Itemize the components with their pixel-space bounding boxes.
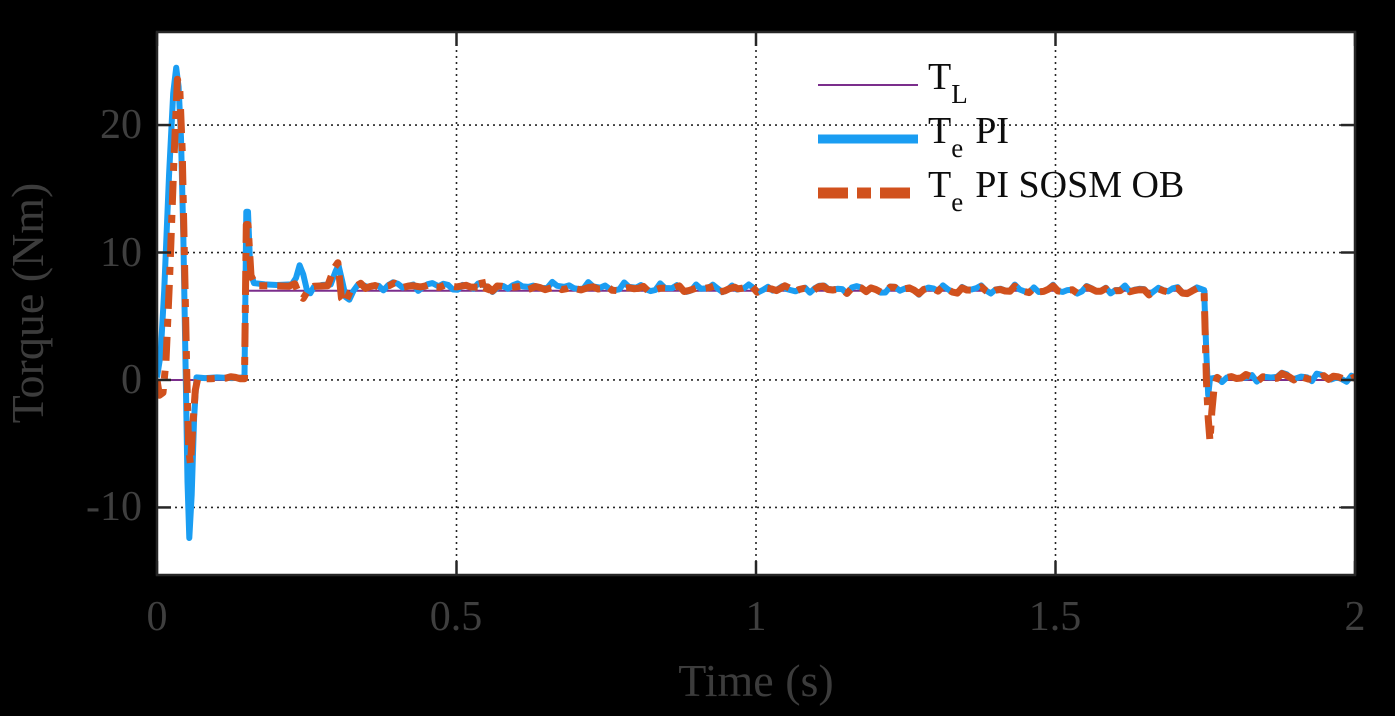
y-tick-label-10: 10 [100,230,142,276]
legend-line-sample-te-pi [818,134,918,144]
x-axis-label: Time (s) [678,655,834,706]
legend-line-sample-tl [818,84,918,86]
legend-entry-tl: TL [818,58,1184,112]
legend-label-tl: TL [928,55,968,109]
legend-line-sample-te-pi-sosm-ob [818,187,918,199]
legend-label-te-pi: Te PI [928,109,1009,163]
x-tick-label-2: 2 [1344,594,1366,640]
x-tick-label-1: 1 [745,594,767,640]
y-tick-label-20: 20 [100,102,142,148]
legend-entry-te-pi-sosm-ob: Te PI SOSM OB [818,166,1184,220]
legend-label-te-pi-sosm-ob: Te PI SOSM OB [928,163,1185,217]
x-tick-label-0p5: 0.5 [429,594,483,640]
y-tick-label-neg10: -10 [86,484,142,530]
x-tick-label-1p5: 1.5 [1028,594,1082,640]
y-tick-label-0: 0 [121,357,142,403]
legend-entry-te-pi: Te PI [818,112,1184,166]
legend: TL Te PI Te PI SOSM OB [818,58,1184,220]
x-tick-label-0: 0 [146,594,168,640]
y-axis-label: Torque (Nm) [2,182,53,424]
